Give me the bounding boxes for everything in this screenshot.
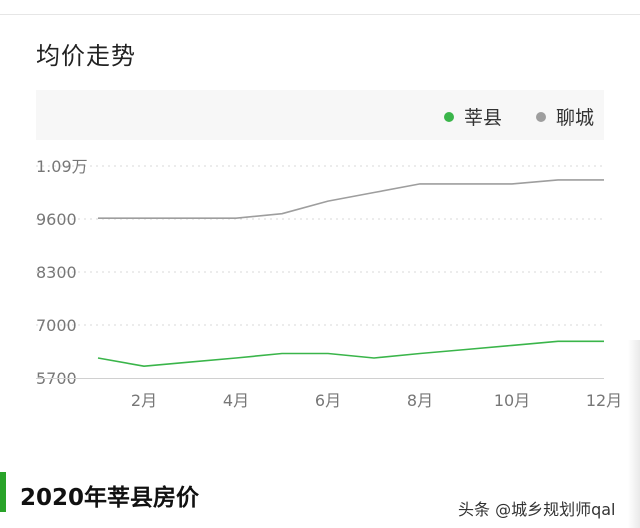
- legend: 莘县 聊城: [443, 103, 594, 130]
- series-line-liaocheng: [98, 179, 604, 219]
- legend-label-liaocheng: 聊城: [555, 107, 594, 129]
- section-accent-bar: [0, 472, 6, 512]
- x-tick-label: 4月: [223, 391, 249, 410]
- card-top-border: [0, 0, 640, 15]
- x-tick-label: 10月: [494, 391, 530, 410]
- x-tick-label: 12月: [586, 391, 622, 410]
- legend-label-shenxian: 莘县: [463, 107, 502, 129]
- x-tick-label: 6月: [315, 391, 341, 410]
- x-tick-label: 8月: [407, 391, 433, 410]
- watermark: 头条 @城乡规划师qal: [458, 500, 616, 519]
- legend-band: 莘县 聊城: [36, 90, 604, 140]
- legend-item-liaocheng[interactable]: 聊城: [535, 103, 594, 130]
- legend-dot-liaocheng: [535, 111, 546, 122]
- y-tick-label: 7000: [36, 316, 77, 335]
- legend-item-shenxian[interactable]: 莘县: [443, 103, 502, 130]
- legend-dot-shenxian: [443, 111, 454, 122]
- y-tick-label: 1.09万: [36, 157, 88, 176]
- y-tick-label: 9600: [36, 210, 77, 229]
- y-tick-label: 8300: [36, 263, 77, 282]
- next-card-edge: [628, 340, 640, 528]
- x-tick-label: 2月: [131, 391, 157, 410]
- section-title: 2020年莘县房价: [20, 485, 200, 511]
- chart-title: 均价走势: [36, 42, 136, 70]
- series-line-shenxian: [97, 340, 604, 368]
